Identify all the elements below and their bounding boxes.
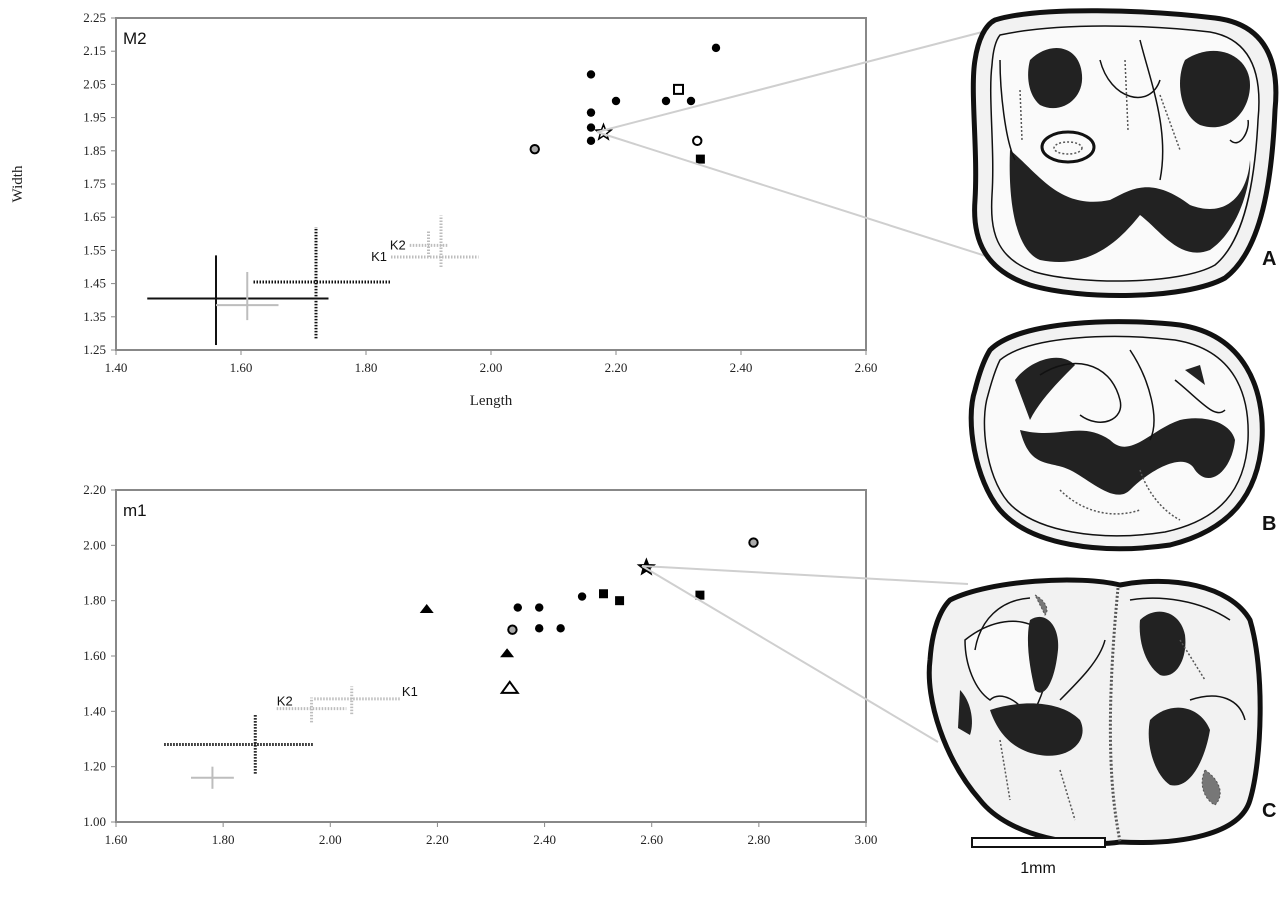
m1-point-circle-filled [556,624,565,633]
m1-point-circle-filled [577,592,587,601]
m2-x-tick-label: 1.80 [355,360,378,375]
m2-points [529,43,721,164]
m2-plot-frame [115,17,867,351]
m2-point-circle-filled [611,96,621,106]
m2-point-circle-filled [711,43,721,53]
tooth-drawing-b: B [968,319,1276,552]
m1-point-square-filled [695,590,705,600]
m2-y-tick-label: 1.35 [83,309,106,324]
m2-point-circle-filled [586,123,596,132]
m1-x-tick-label: 2.40 [533,832,556,847]
m2-x-tick-label: 1.60 [230,360,253,375]
panel-label-c: C [1262,800,1276,822]
m2-title: M2 [123,29,147,48]
m1-x-tick-label: 1.60 [105,832,128,847]
m1-y-tick-label: 2.00 [83,537,106,552]
m2-x-tick-label: 2.00 [480,360,503,375]
connector-lines [596,29,993,743]
m2-point-star-open [593,122,614,141]
m2-x-tick-label: 1.40 [105,360,128,375]
m2-point-circle-filled [586,136,596,146]
m2-point-circle-grey [529,143,540,155]
m2-y-tick-label: 1.65 [83,209,106,224]
m2-y-tick-label: 1.55 [83,242,106,257]
tooth-drawing-c: C [926,577,1276,847]
m1-range-crosses: K2 K1 [164,684,418,789]
chart-m1: m1 1.60 1.80 2.00 2.20 2.40 2.60 2.80 3.00 1.00… [83,482,877,847]
m2-point-square-filled [695,154,705,164]
chart-m2: M2 Length Width 1.40 1.60 1.80 2.00 2.20 2.40… [10,10,877,409]
m1-point-circle-grey [507,624,518,635]
m2-y-tick-label: 1.95 [83,110,106,125]
m1-x-tick-label: 2.00 [319,832,342,847]
m2-ylabel: Width [10,165,26,202]
m1-title: m1 [123,501,147,520]
m1-y-tick-label: 1.00 [83,814,106,829]
m1-x-tick-label: 3.00 [855,832,878,847]
m2-range-label: K2 [390,237,406,252]
m1-point-square-filled [615,596,625,606]
m2-x-tick-label: 2.40 [730,360,753,375]
m2-y-tick-label: 1.85 [83,143,106,158]
m2-point-circle-filled [661,96,671,106]
m1-point-circle-grey [748,537,759,548]
m2-point-circle-filled [686,96,696,106]
m2-y-tick-label: 2.25 [83,10,106,25]
m1-y-tick-label: 1.40 [83,703,106,718]
m2-point-circle-filled [586,108,596,117]
m2-y-ticks: 1.25 1.35 1.45 1.55 1.65 1.75 1.85 1.95 2.05 2.15… [83,10,116,357]
m1-y-tick-label: 1.20 [83,759,106,774]
m2-y-tick-label: 2.05 [83,76,106,91]
m2-xlabel: Length [470,393,513,409]
m1-point-triangle-filled [500,648,515,658]
m1-x-tick-label: 2.80 [747,832,770,847]
m1-point-square-filled [599,589,608,599]
m2-range-label: K1 [371,249,387,264]
m2-point-circle-open [692,135,703,147]
m1-range-label: K2 [277,694,293,709]
m2-x-ticks: 1.40 1.60 1.80 2.00 2.20 2.40 2.60 [105,350,878,375]
m1-y-tick-label: 2.20 [83,482,106,497]
m1-point-triangle-open [499,680,520,694]
m2-y-tick-label: 1.25 [83,342,106,357]
scale-bar: 1mm [971,837,1106,877]
m2-point-square-open [673,83,684,95]
panel-label-b: B [1262,513,1276,535]
m1-point-circle-filled [535,603,544,612]
m2-x-tick-label: 2.20 [605,360,628,375]
panel-label-a: A [1262,248,1276,270]
tooth-drawing-a: A [970,8,1279,298]
connector-line-a-bottom [596,131,993,259]
m2-x-tick-label: 2.60 [855,360,878,375]
connector-line-a-top [596,29,991,133]
m1-plot-frame [115,489,867,823]
m1-point-circle-filled [535,624,544,633]
m1-y-tick-label: 1.80 [83,593,106,608]
m2-y-tick-label: 1.75 [83,176,106,191]
m1-y-tick-label: 1.60 [83,648,106,663]
m1-x-tick-label: 2.20 [426,832,449,847]
m1-x-ticks: 1.60 1.80 2.00 2.20 2.40 2.60 2.80 3.00 [105,822,878,847]
m1-x-tick-label: 2.60 [640,832,663,847]
scale-bar-label: 1mm [1020,860,1056,877]
m2-point-circle-filled [586,70,596,79]
m1-point-triangle-filled [419,603,434,613]
connector-line-c-bottom [641,565,939,743]
connector-line-c-top [641,565,969,585]
m1-range-label: K1 [402,684,418,699]
m1-point-circle-filled [513,603,522,612]
scale-bar-rect [971,837,1106,848]
m2-y-tick-label: 1.45 [83,276,106,291]
m1-y-ticks: 1.00 1.20 1.40 1.60 1.80 2.00 2.20 [83,482,116,829]
m2-y-tick-label: 2.15 [83,43,106,58]
m1-x-tick-label: 1.80 [212,832,235,847]
